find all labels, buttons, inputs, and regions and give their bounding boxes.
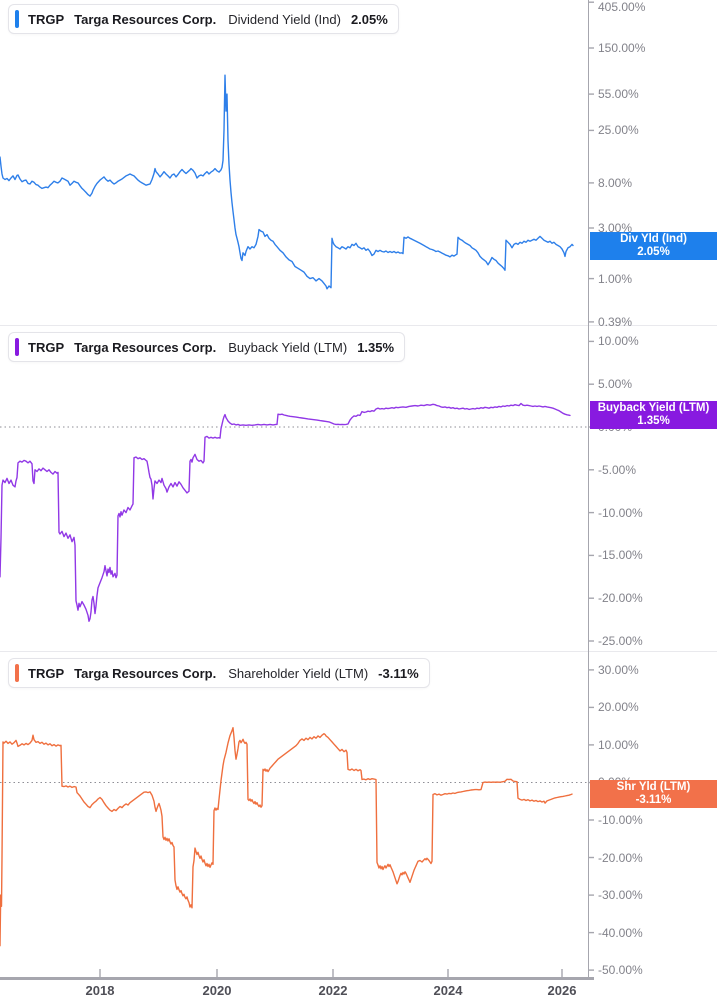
y-axis-tick-label: -10.00% (598, 505, 643, 520)
y-axis-tick-label: 10.00% (598, 737, 639, 752)
legend-company: Targa Resources Corp. (74, 665, 217, 681)
y-axis-tick-label: -50.00% (598, 963, 643, 978)
y-axis-tick-label: -20.00% (598, 850, 643, 865)
shareholder-yield-chart-area[interactable] (0, 656, 588, 978)
y-axis-tick-label: 0.39% (598, 314, 633, 329)
y-axis-tick-label: 8.00% (598, 175, 633, 190)
y-axis-tick-label: 405.00% (598, 0, 646, 14)
last-value-badge-buyback-yld: Buyback Yield (LTM) 1.35% (590, 401, 717, 429)
x-axis-tick-label: 2022 (318, 983, 348, 998)
buyback-yield-chart-area[interactable] (0, 330, 588, 650)
legend-buyback-yield[interactable]: TRGP Targa Resources Corp. Buyback Yield… (8, 332, 406, 362)
y-axis-tick-label: -10.00% (598, 813, 643, 827)
badge-value: 1.35% (637, 415, 670, 427)
legend-metric: Dividend Yield (Ind) (228, 11, 341, 27)
badge-label: Shr Yld (LTM) (616, 781, 691, 793)
y-axis-tick-label: 20.00% (598, 700, 639, 715)
y-axis-tick-label: -40.00% (598, 925, 643, 940)
legend-ticker: TRGP (28, 665, 65, 681)
legend-ticker: TRGP (28, 11, 65, 27)
y-axis-tick-label: 5.00% (598, 377, 633, 392)
legend-ticker: TRGP (28, 339, 65, 355)
y-axis-tick-label: -30.00% (598, 888, 643, 903)
x-axis-tick-label: 2018 (85, 983, 115, 998)
y-axis-tick-label: 30.00% (598, 662, 639, 677)
x-axis-tick-label: 2020 (202, 983, 232, 998)
legend-company: Targa Resources Corp. (74, 339, 217, 355)
legend-metric: Buyback Yield (LTM) (228, 339, 348, 355)
legend-dividend-yield[interactable]: TRGP Targa Resources Corp. Dividend Yiel… (8, 4, 399, 34)
last-value-badge-div-yld: Div Yld (Ind) 2.05% (590, 232, 717, 260)
dividend-yield-chart-area[interactable] (0, 0, 588, 325)
y-axis-tick-label: 3.00% (598, 221, 633, 235)
series-color-bar (15, 664, 19, 682)
series-color-bar (15, 10, 19, 28)
y-axis-tick-label: 10.00% (598, 334, 639, 349)
legend-value: 2.05% (350, 11, 388, 27)
badge-label: Div Yld (Ind) (620, 233, 687, 245)
x-axis-tick-label: 2024 (433, 983, 463, 998)
badge-label: Buyback Yield (LTM) (597, 402, 710, 414)
y-axis-tick-label: 55.00% (598, 87, 639, 102)
y-axis-tick-label: -20.00% (598, 591, 643, 606)
legend-value: -3.11% (378, 665, 419, 681)
badge-value: -3.11% (635, 794, 672, 806)
legend-company: Targa Resources Corp. (74, 11, 217, 27)
y-axis-tick-label: -15.00% (598, 548, 643, 563)
legend-shareholder-yield[interactable]: TRGP Targa Resources Corp. Shareholder Y… (8, 658, 430, 688)
y-axis-tick-label: 1.00% (598, 271, 633, 286)
badge-value: 2.05% (637, 246, 670, 258)
last-value-badge-shr-yld: Shr Yld (LTM) -3.11% (590, 780, 717, 808)
y-axis-tick-label: -5.00% (598, 462, 637, 477)
legend-metric: Shareholder Yield (LTM) (228, 665, 369, 681)
y-axis-tick-label: -25.00% (598, 634, 643, 648)
x-axis-tick-label: 2026 (547, 983, 577, 998)
legend-value: 1.35% (357, 339, 395, 355)
y-axis-tick-label: 150.00% (598, 40, 646, 55)
series-color-bar (15, 338, 19, 356)
y-axis-tick-label: 25.00% (598, 123, 639, 138)
